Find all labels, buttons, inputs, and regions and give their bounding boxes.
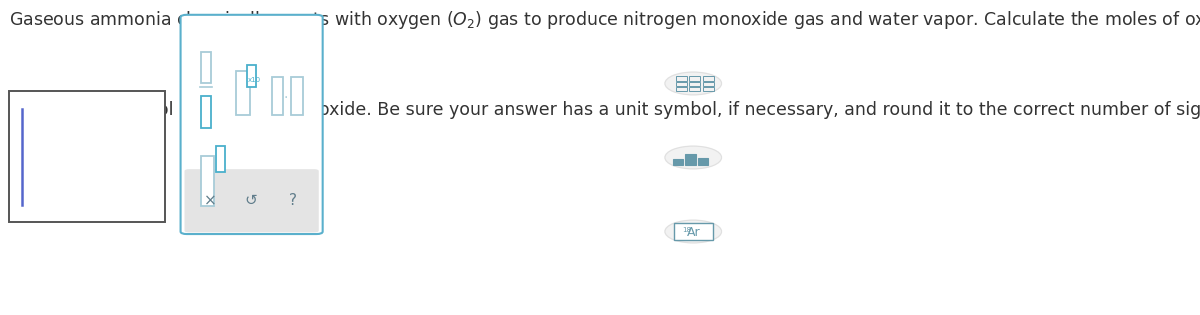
Text: x10: x10: [248, 77, 262, 83]
Circle shape: [665, 72, 721, 95]
FancyBboxPatch shape: [10, 91, 164, 222]
FancyBboxPatch shape: [676, 76, 686, 81]
Text: Ar: Ar: [686, 226, 700, 239]
FancyBboxPatch shape: [271, 77, 283, 115]
Text: 18: 18: [683, 227, 691, 233]
FancyBboxPatch shape: [292, 77, 304, 115]
FancyBboxPatch shape: [703, 82, 714, 86]
Text: produce 0.050 mol of nitrogen monoxide. Be sure your answer has a unit symbol, i: produce 0.050 mol of nitrogen monoxide. …: [10, 101, 1200, 119]
FancyBboxPatch shape: [200, 96, 211, 128]
FancyBboxPatch shape: [235, 71, 250, 115]
FancyBboxPatch shape: [676, 87, 686, 91]
Text: ?: ?: [289, 193, 296, 208]
FancyBboxPatch shape: [689, 87, 701, 91]
Text: ↺: ↺: [245, 193, 258, 208]
FancyBboxPatch shape: [185, 169, 319, 232]
Circle shape: [665, 146, 721, 169]
FancyBboxPatch shape: [703, 76, 714, 81]
FancyBboxPatch shape: [703, 87, 714, 91]
Text: ·: ·: [283, 91, 288, 105]
FancyBboxPatch shape: [689, 82, 701, 86]
FancyBboxPatch shape: [676, 82, 686, 86]
FancyBboxPatch shape: [685, 154, 696, 165]
FancyBboxPatch shape: [180, 15, 323, 234]
FancyBboxPatch shape: [200, 156, 215, 206]
FancyBboxPatch shape: [247, 65, 256, 87]
FancyBboxPatch shape: [673, 159, 683, 165]
FancyBboxPatch shape: [698, 158, 708, 165]
Text: Gaseous ammonia chemically reacts with oxygen $(O_2)$ gas to produce nitrogen mo: Gaseous ammonia chemically reacts with o…: [10, 9, 1200, 32]
FancyBboxPatch shape: [673, 223, 713, 240]
FancyBboxPatch shape: [216, 146, 226, 172]
FancyBboxPatch shape: [200, 52, 211, 83]
FancyBboxPatch shape: [689, 76, 701, 81]
Circle shape: [665, 220, 721, 243]
Text: ×: ×: [204, 193, 217, 208]
